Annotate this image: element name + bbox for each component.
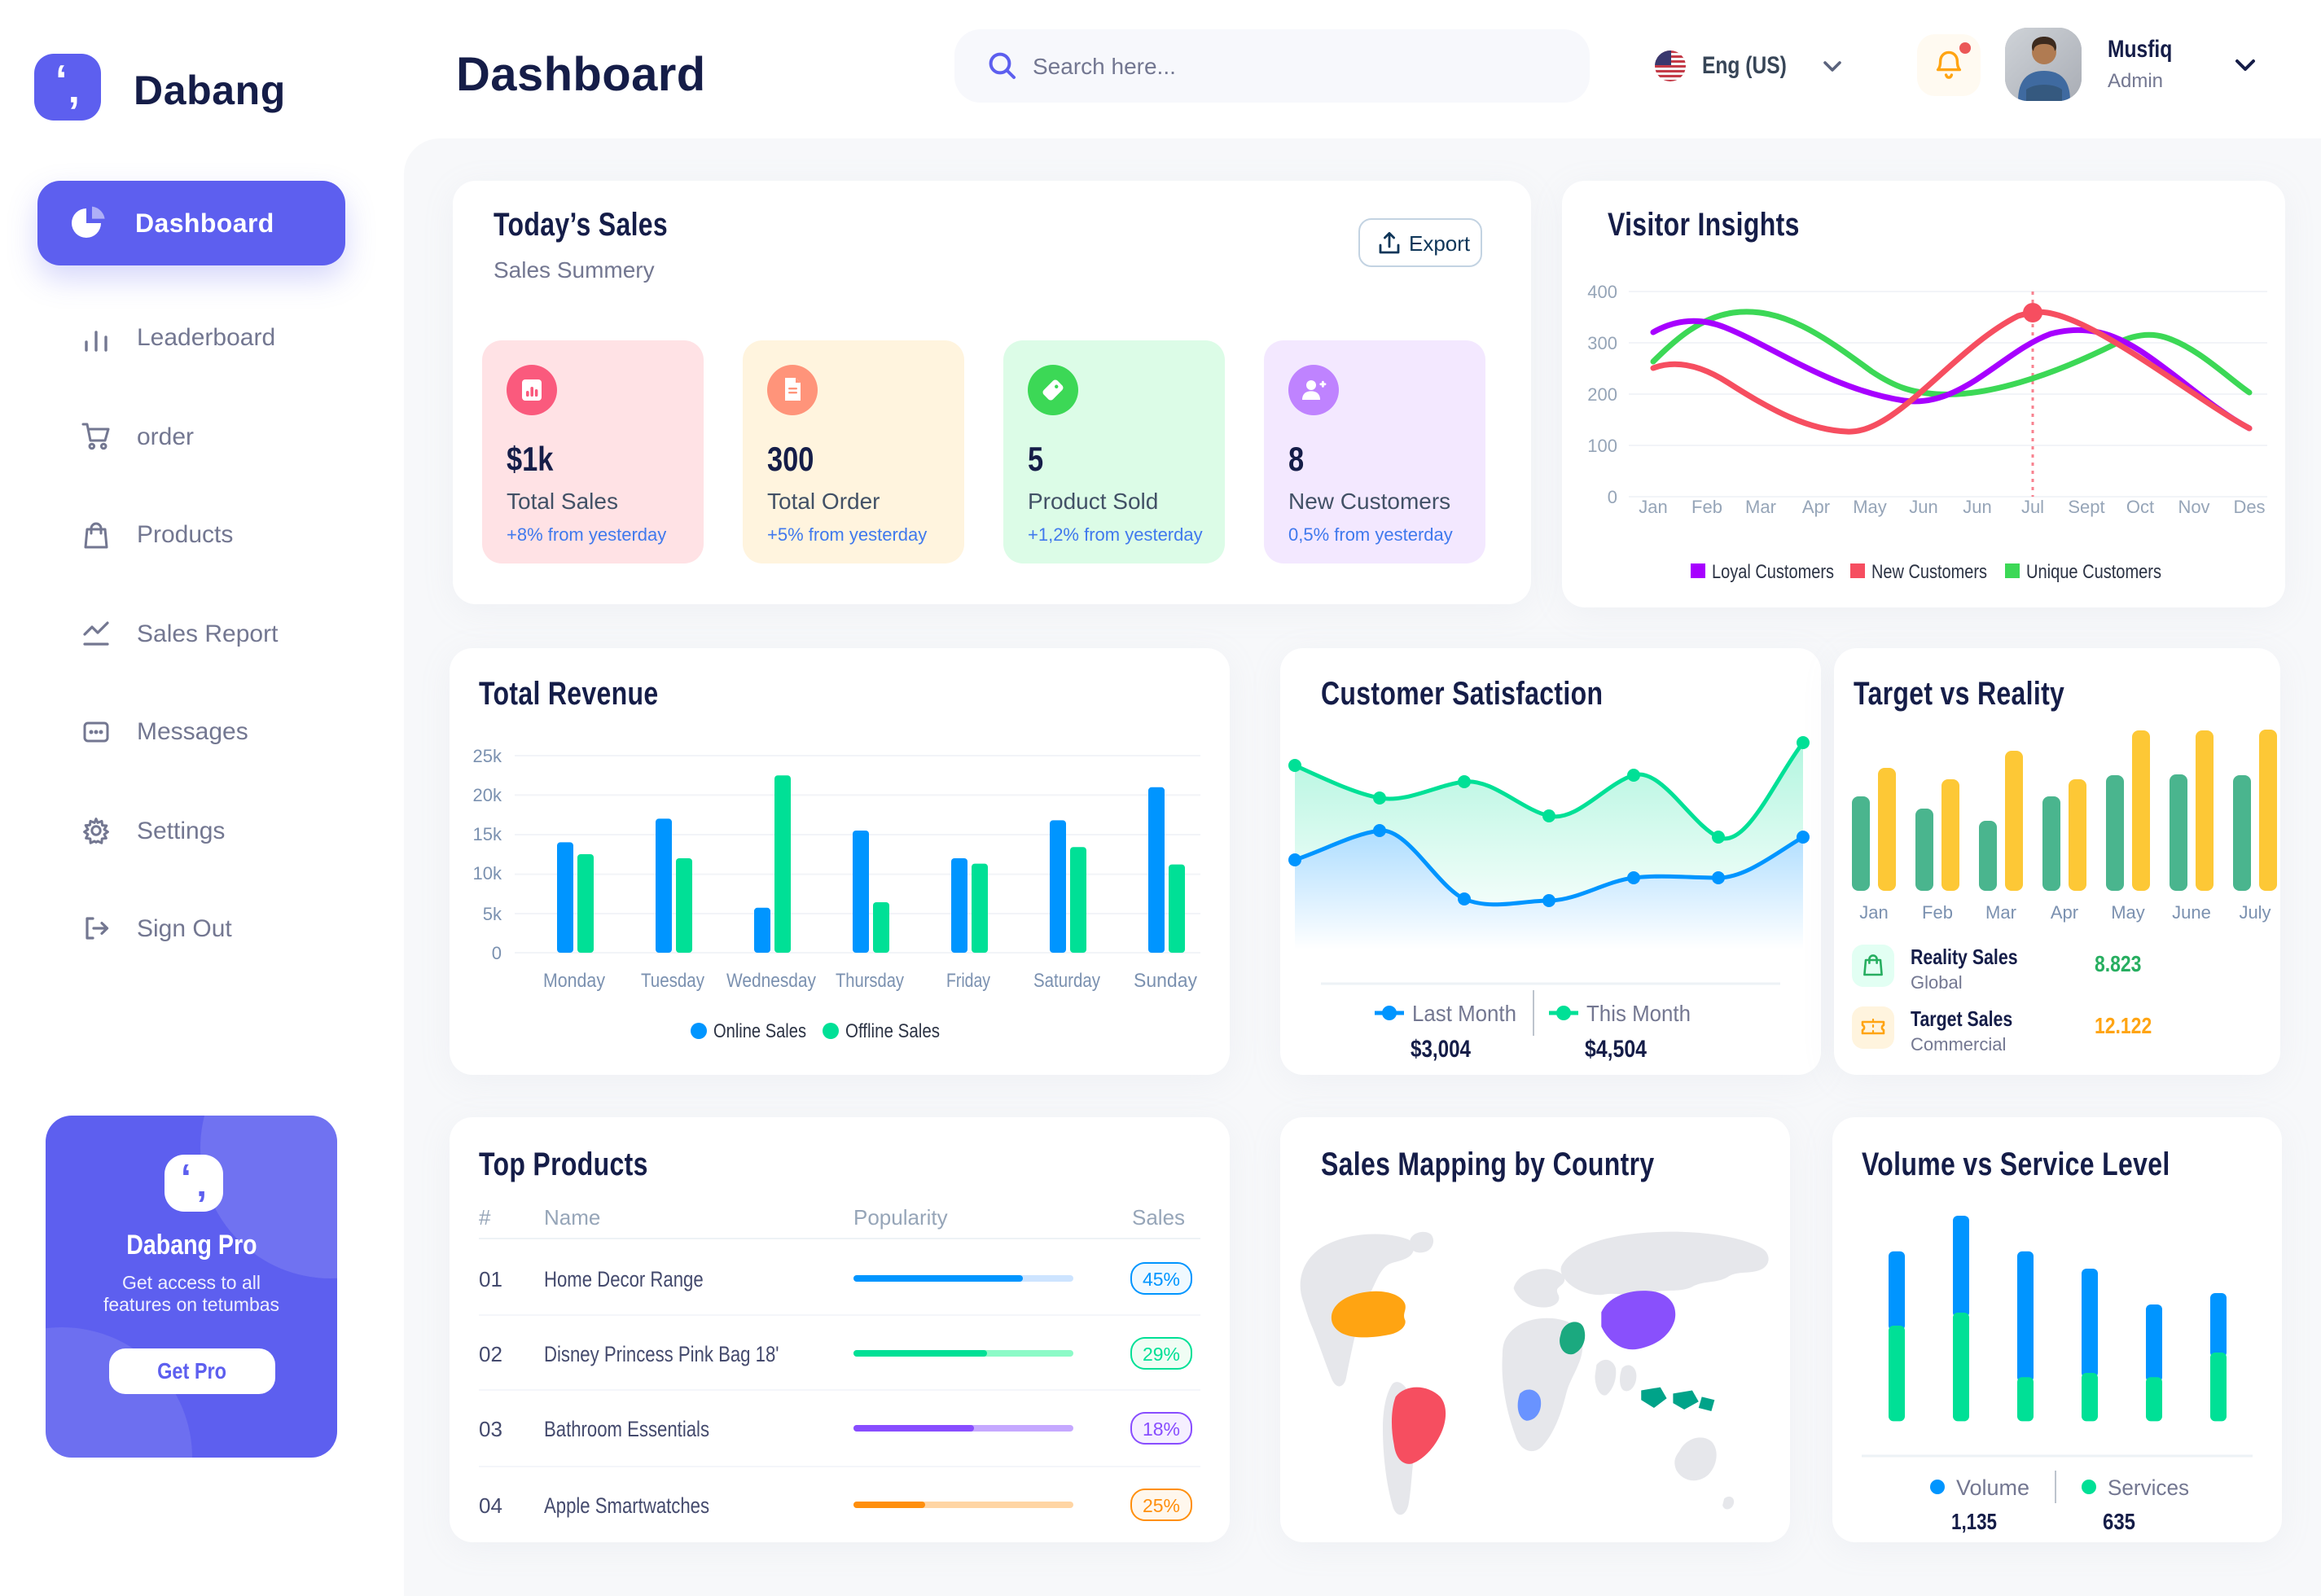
svg-text:400: 400 [1587, 282, 1617, 302]
svg-text:May: May [1853, 497, 1887, 517]
svg-text:10k: 10k [473, 863, 502, 884]
svg-text:Online Sales: Online Sales [713, 1020, 806, 1042]
svg-text:June: June [2172, 902, 2211, 923]
svg-text:Monday: Monday [543, 970, 605, 992]
svg-text:‘: ‘ [68, 70, 80, 117]
svg-text:Des: Des [2233, 497, 2265, 517]
svg-text:Jun: Jun [1963, 497, 1991, 517]
svg-text:Unique Customers: Unique Customers [2026, 561, 2161, 583]
svg-text:Oct: Oct [2126, 497, 2154, 517]
svg-text:20k: 20k [473, 785, 502, 805]
svg-text:$4,504: $4,504 [1585, 1036, 1647, 1063]
svg-text:Wednesday: Wednesday [726, 970, 816, 992]
svg-text:Volume: Volume [1956, 1475, 2029, 1500]
svg-text:0: 0 [492, 943, 502, 963]
svg-text:Sunday: Sunday [1134, 970, 1197, 992]
svg-text:Jul: Jul [2021, 497, 2044, 517]
svg-text:Mar: Mar [1985, 902, 2016, 923]
svg-text:Apr: Apr [1802, 497, 1830, 517]
svg-text:100: 100 [1587, 436, 1617, 456]
svg-text:Sept: Sept [2068, 497, 2104, 517]
svg-text:‘: ‘ [196, 1168, 207, 1210]
svg-text:May: May [2111, 902, 2145, 923]
svg-text:‘: ‘ [55, 57, 67, 104]
svg-text:Apr: Apr [2051, 902, 2078, 923]
svg-text:Services: Services [2108, 1475, 2189, 1500]
svg-text:Jan: Jan [1859, 902, 1888, 923]
svg-text:Jun: Jun [1909, 497, 1937, 517]
svg-text:15k: 15k [473, 824, 502, 844]
svg-text:Feb: Feb [1922, 902, 1953, 923]
svg-text:‘: ‘ [181, 1156, 191, 1199]
svg-text:300: 300 [1587, 333, 1617, 353]
svg-text:25k: 25k [473, 746, 502, 766]
svg-text:Saturday: Saturday [1033, 970, 1100, 992]
svg-text:1,135: 1,135 [1951, 1509, 1997, 1534]
svg-text:New Customers: New Customers [1871, 561, 1987, 583]
svg-text:Nov: Nov [2178, 497, 2209, 517]
svg-text:Friday: Friday [946, 970, 990, 992]
svg-text:Offline Sales: Offline Sales [845, 1020, 940, 1042]
svg-text:200: 200 [1587, 384, 1617, 405]
svg-text:Loyal Customers: Loyal Customers [1712, 561, 1834, 583]
svg-text:635: 635 [2103, 1509, 2135, 1534]
svg-text:This Month: This Month [1586, 1001, 1691, 1026]
svg-text:Tuesday: Tuesday [641, 970, 704, 992]
svg-text:Feb: Feb [1691, 497, 1722, 517]
svg-text:Thursday: Thursday [836, 970, 904, 992]
svg-text:5k: 5k [483, 904, 502, 924]
svg-text:Mar: Mar [1745, 497, 1776, 517]
svg-text:July: July [2239, 902, 2271, 923]
svg-text:Jan: Jan [1639, 497, 1667, 517]
svg-text:Last Month: Last Month [1412, 1001, 1516, 1026]
svg-text:$3,004: $3,004 [1411, 1036, 1471, 1063]
svg-text:0: 0 [1608, 487, 1617, 507]
